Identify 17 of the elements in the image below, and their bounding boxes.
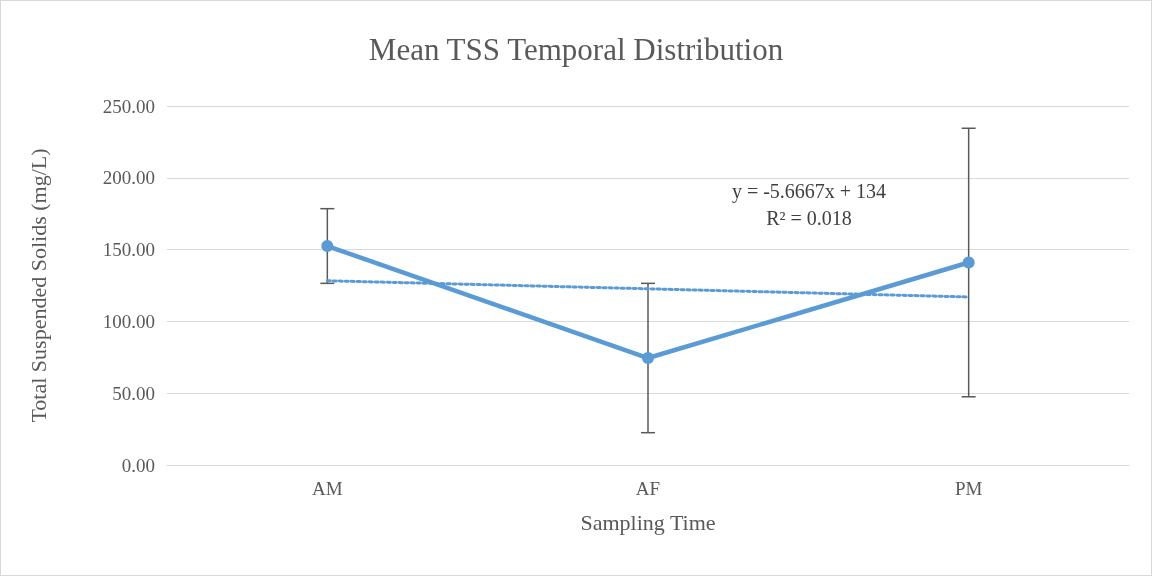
chart-title: Mean TSS Temporal Distribution — [368, 32, 784, 67]
x-tick-label: AF — [635, 478, 661, 499]
y-tick-label: 250.00 — [102, 95, 155, 117]
point — [962, 256, 975, 269]
annotation: y = -5.6667x + 134 — [731, 180, 887, 203]
x-tick-label: AM — [312, 478, 343, 499]
y-tick-label: 100.00 — [102, 310, 155, 332]
point — [642, 352, 654, 365]
y-tick-label: 50.00 — [112, 382, 155, 404]
x-tick-label: PM — [954, 478, 983, 499]
annotation: R² = 0.018 — [766, 207, 852, 229]
y-tick-label: 0.00 — [121, 454, 155, 476]
y-tick-label: 200.00 — [102, 167, 155, 189]
x-axis-title: Sampling Time — [580, 509, 716, 535]
y-axis-title: Total Suspended Solids (mg/L) — [25, 148, 51, 423]
y-tick-label: 150.00 — [102, 239, 155, 261]
point — [321, 240, 334, 253]
